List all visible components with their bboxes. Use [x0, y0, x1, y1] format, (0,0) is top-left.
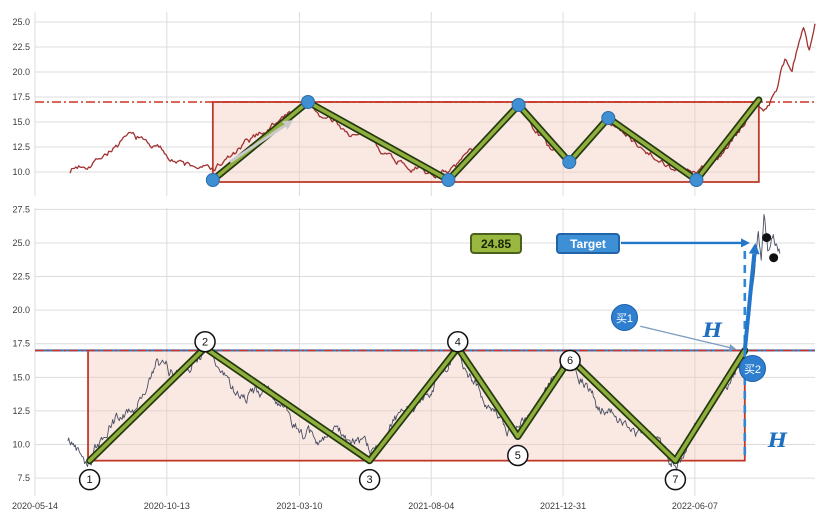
x-tick-label: 2021-12-31 [540, 501, 586, 511]
measure-arrow-line [742, 253, 757, 351]
pivot-number-circle [78, 468, 101, 491]
y-tick-label: 7.5 [17, 473, 30, 483]
pivot-number-circle [447, 331, 469, 353]
y-tick-label: 15.0 [12, 117, 30, 127]
y-tick-label: 20.0 [12, 305, 30, 315]
pivot-dot [301, 95, 315, 109]
y-tick-label: 27.5 [12, 204, 30, 214]
pivot-dot [562, 155, 577, 169]
x-tick-label: 2021-03-10 [276, 501, 322, 511]
y-tick-label: 12.5 [12, 142, 30, 152]
y-tick-label: 25.0 [12, 17, 30, 27]
pivot-dot [511, 98, 526, 112]
pivot-number-circle [194, 331, 216, 353]
target-button[interactable]: Target [556, 233, 620, 254]
pivot-dot [689, 173, 704, 187]
pivot-dot [601, 111, 616, 125]
pivot-number-circle [507, 444, 529, 467]
high-marker-dot [762, 233, 772, 243]
pivot-number-circle [664, 468, 687, 491]
x-tick-label: 2022-06-07 [672, 501, 718, 511]
y-tick-label: 10.0 [12, 167, 30, 177]
measure-price-badge: 24.85 [470, 233, 522, 254]
buy1-arrow-head [728, 344, 737, 351]
pivot-number-label: 5 [515, 450, 521, 462]
buy2-button[interactable]: 买2 [739, 355, 766, 382]
pivot-dot [205, 173, 220, 187]
y-tick-label: 12.5 [12, 406, 30, 416]
pivot-number-label: 1 [87, 474, 93, 486]
buy1-button[interactable]: 买1 [611, 304, 638, 331]
pivot-number-circle [358, 468, 381, 491]
high-marker-dot [769, 253, 779, 263]
height-label-upper: H [703, 318, 722, 342]
trend-arrow-line [229, 124, 286, 164]
trend-arrow-head [282, 120, 294, 130]
pivot-number-label: 2 [202, 336, 208, 348]
y-tick-label: 22.5 [12, 42, 30, 52]
y-tick-label: 25.0 [12, 238, 30, 248]
pivot-number-label: 3 [367, 474, 373, 486]
x-tick-label: 2020-10-13 [144, 501, 190, 511]
pivot-number-circle [559, 349, 581, 372]
y-tick-label: 22.5 [12, 272, 30, 282]
top-zigzag-line [211, 98, 761, 182]
pivot-number-label: 6 [567, 355, 573, 367]
y-tick-label: 17.5 [12, 92, 30, 102]
y-tick-label: 17.5 [12, 339, 30, 349]
top-price-line [69, 23, 816, 179]
y-tick-label: 20.0 [12, 67, 30, 77]
bottom-zigzag-line [87, 345, 747, 463]
height-label-lower: H [768, 428, 787, 452]
measure-arrow-head [748, 242, 760, 255]
target-arrow-head [741, 238, 750, 248]
x-tick-label: 2021-08-04 [408, 501, 454, 511]
y-tick-label: 10.0 [12, 440, 30, 450]
top-chart-panel: 10.0 12.5 15.0 17.5 20.0 22.5 25.0 [12, 12, 816, 196]
y-tick-label: 15.0 [12, 372, 30, 382]
pivot-number-label: 7 [672, 474, 678, 486]
buy1-arrow-line [640, 325, 730, 349]
pivot-number-label: 4 [455, 336, 461, 348]
pivot-dot [441, 173, 456, 187]
x-tick-label: 2020-05-14 [12, 501, 58, 511]
bottom-chart-panel: 7.5 10.0 12.5 15.0 17.5 20.0 22.5 25.0 27.5 2020-… [12, 204, 815, 511]
